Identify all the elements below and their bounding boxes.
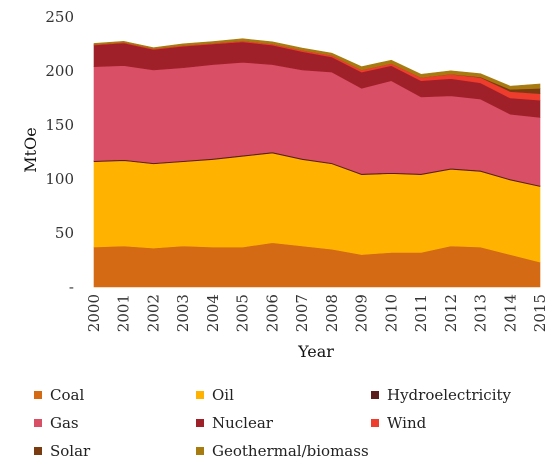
x-tick-label: 2002	[144, 294, 162, 332]
x-tick-label: 2006	[263, 294, 281, 332]
legend-label-geothermal-biomass: Geothermal/biomass	[212, 442, 369, 460]
legend-swatch-nuclear	[196, 419, 204, 427]
y-axis-label: MtOe	[21, 127, 40, 172]
legend-swatch-solar	[34, 447, 42, 455]
y-tick-label: 50	[55, 224, 74, 242]
x-tick-label: 2010	[382, 294, 400, 332]
y-tick-label: 200	[45, 62, 74, 80]
x-tick-label: 2008	[323, 294, 341, 332]
x-tick-label: 2007	[293, 294, 311, 332]
x-tick-label: 2011	[412, 294, 430, 332]
legend-label-coal: Coal	[50, 386, 84, 404]
legend-label-oil: Oil	[212, 386, 234, 404]
x-tick-label: 2014	[501, 294, 519, 332]
legend-swatch-wind	[371, 419, 379, 427]
x-tick-label: 2004	[204, 294, 222, 332]
x-tick-label: 2005	[234, 294, 252, 332]
legend: Coal Oil Hydroelectricity Gas Nuclear Wind Sol…	[34, 386, 512, 460]
legend-swatch-geothermal-biomass	[196, 447, 204, 455]
y-axis-ticks: - 50 100 150 200 250	[45, 8, 74, 296]
x-tick-label: 2003	[174, 294, 192, 332]
legend-label-hydroelectricity: Hydroelectricity	[387, 386, 512, 404]
x-axis-ticks: 2000 2001 2002 2003 2004 2005 2006 2007 2008 2009…	[85, 294, 549, 332]
x-tick-label: 2015	[531, 294, 549, 332]
x-tick-label: 2012	[442, 294, 460, 332]
y-tick-label: 250	[45, 8, 74, 26]
legend-swatch-hydroelectricity	[371, 391, 379, 399]
y-tick-label: 150	[45, 116, 74, 134]
x-tick-label: 2000	[85, 294, 103, 332]
legend-swatch-oil	[196, 391, 204, 399]
legend-label-nuclear: Nuclear	[212, 414, 274, 432]
legend-label-solar: Solar	[50, 442, 91, 460]
legend-swatch-gas	[34, 419, 42, 427]
legend-swatch-coal	[34, 391, 42, 399]
legend-label-wind: Wind	[387, 414, 427, 432]
y-tick-label: -	[69, 278, 74, 296]
area-coal	[94, 243, 540, 287]
x-tick-label: 2001	[115, 294, 133, 332]
y-tick-label: 100	[45, 170, 74, 188]
x-tick-label: 2009	[353, 294, 371, 332]
x-tick-label: 2013	[472, 294, 490, 332]
legend-label-gas: Gas	[50, 414, 79, 432]
x-axis-label: Year	[297, 342, 334, 361]
area-layer	[94, 39, 540, 287]
